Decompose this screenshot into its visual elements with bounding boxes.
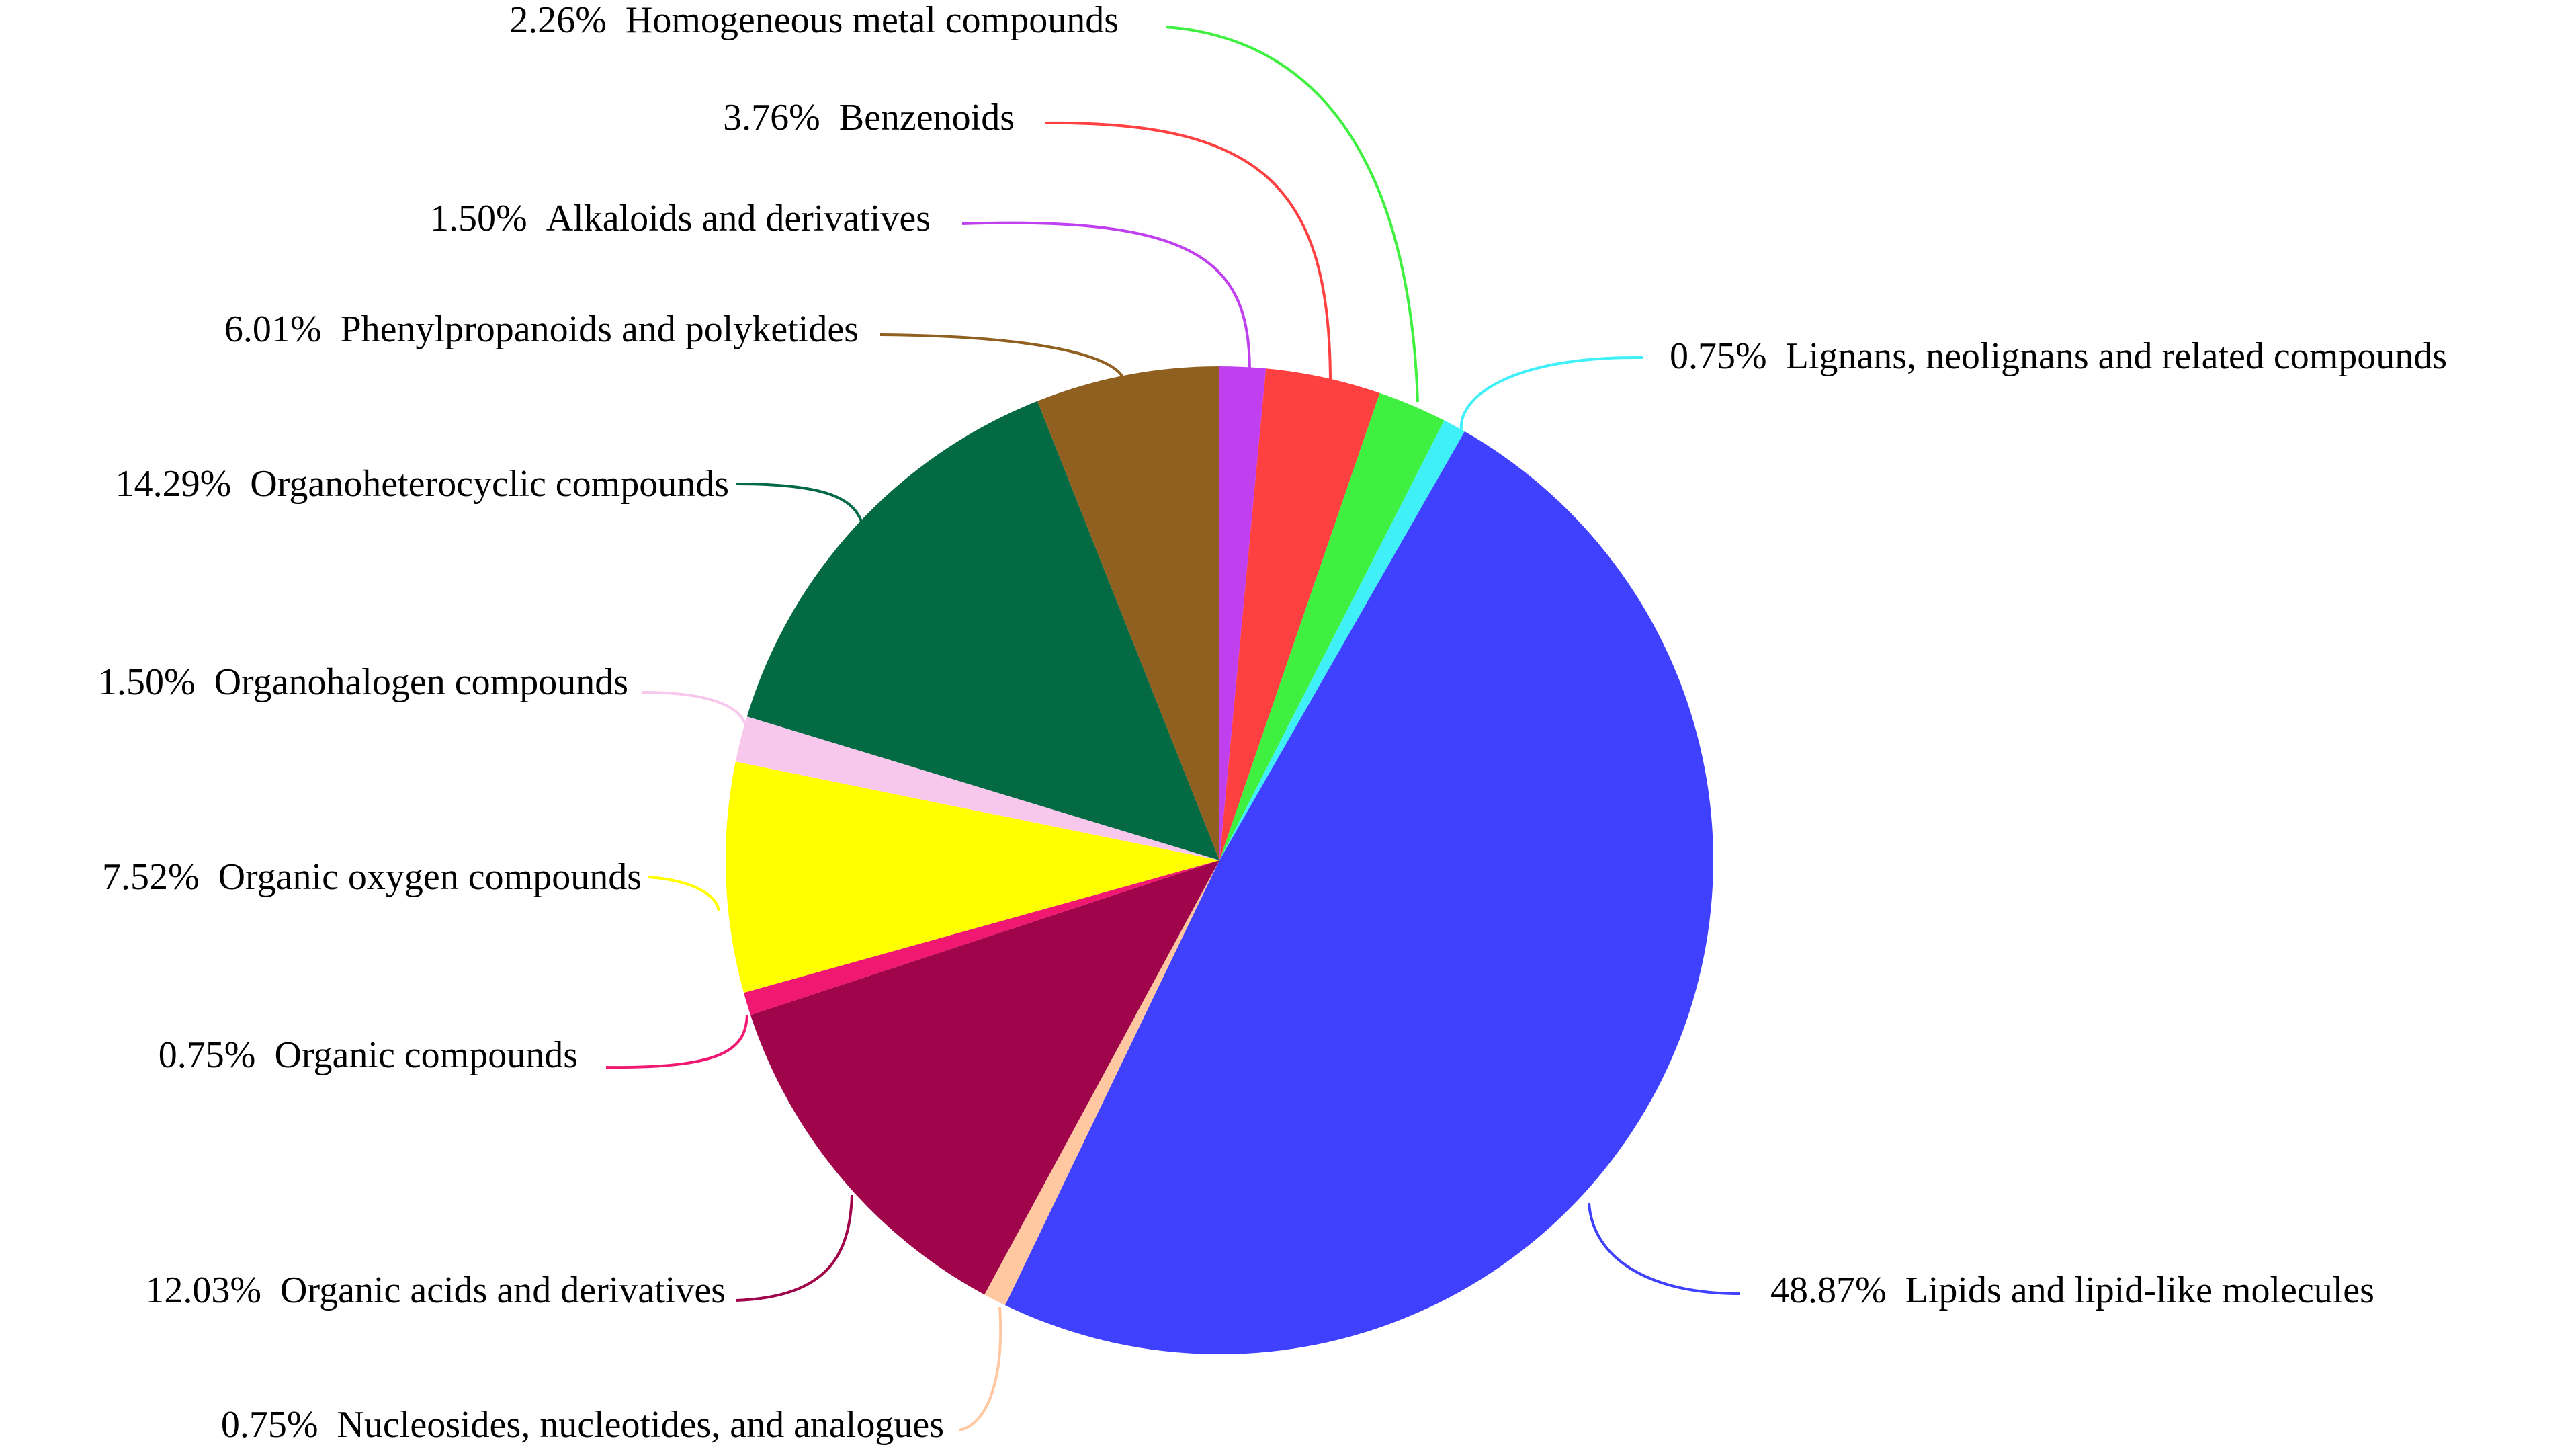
pie-slice-alkaloids-and-derivatives xyxy=(1219,366,1266,860)
pie-slice-nucleosides-nucleotides-and-analogues xyxy=(984,860,1219,1306)
leader-line-organic-acids-and-derivatives xyxy=(735,1194,853,1302)
pie-slice-organohalogen-compounds xyxy=(735,716,1219,860)
leader-line-phenylpropanoids-and-polyketides xyxy=(879,333,1125,380)
leader-line-nucleosides-nucleotides-and-analogues xyxy=(959,1306,1002,1431)
leader-line-organoheterocyclic-compounds xyxy=(735,483,865,528)
leader-lines xyxy=(605,26,1741,1431)
leader-line-organic-compounds xyxy=(605,1014,748,1069)
pie-slices xyxy=(726,366,1713,1354)
slice-label-benzenoids: 3.76% Benzenoids xyxy=(723,97,1015,138)
leader-line-lipids-and-lipid-like-molecules xyxy=(1588,1202,1741,1295)
slice-label-organic-compounds: 0.75% Organic compounds xyxy=(159,1034,578,1076)
slice-label-lignans-neolignans-and-related-compounds: 0.75% Lignans, neolignans and related co… xyxy=(1670,335,2447,377)
slice-label-nucleosides-nucleotides-and-analogues: 0.75% Nucleosides, nucleotides, and anal… xyxy=(221,1404,944,1446)
pie-slice-homogeneous-metal-compounds xyxy=(1219,392,1445,860)
pie-slice-lipids-and-lipid-like-molecules xyxy=(1004,431,1713,1354)
slice-label-organic-acids-and-derivatives: 12.03% Organic acids and derivatives xyxy=(145,1270,726,1311)
leader-line-organic-oxygen-compounds xyxy=(648,876,720,911)
leader-line-organohalogen-compounds xyxy=(641,691,747,726)
pie-slice-benzenoids xyxy=(1219,368,1380,860)
leader-line-alkaloids-and-derivatives xyxy=(961,221,1251,374)
leader-line-benzenoids xyxy=(1044,121,1332,384)
leader-line-homogeneous-metal-compounds xyxy=(1165,26,1419,403)
slice-label-organohalogen-compounds: 1.50% Organohalogen compounds xyxy=(98,661,628,703)
pie-slice-organoheterocyclic-compounds xyxy=(746,401,1219,860)
slice-label-organic-oxygen-compounds: 7.52% Organic oxygen compounds xyxy=(102,856,642,898)
slice-labels: 1.50% Alkaloids and derivatives 3.76% Ben… xyxy=(98,0,2447,1446)
slice-label-homogeneous-metal-compounds: 2.26% Homogeneous metal compounds xyxy=(509,0,1119,41)
pie-slice-organic-compounds xyxy=(743,860,1219,1015)
slice-label-organoheterocyclic-compounds: 14.29% Organoheterocyclic compounds xyxy=(116,463,729,505)
slice-label-phenylpropanoids-and-polyketides: 6.01% Phenylpropanoids and polyketides xyxy=(224,308,859,350)
slice-label-alkaloids-and-derivatives: 1.50% Alkaloids and derivatives xyxy=(430,198,931,239)
pie-slice-organic-oxygen-compounds xyxy=(726,761,1219,993)
pie-slice-lignans-neolignans-and-related-compounds xyxy=(1219,420,1465,860)
pie-slice-organic-acids-and-derivatives xyxy=(750,860,1219,1295)
pie-slice-phenylpropanoids-and-polyketides xyxy=(1037,366,1219,860)
slice-label-lipids-and-lipid-like-molecules: 48.87% Lipids and lipid-like molecules xyxy=(1770,1270,2374,1311)
leader-line-lignans-neolignans-and-related-compounds xyxy=(1459,356,1643,431)
